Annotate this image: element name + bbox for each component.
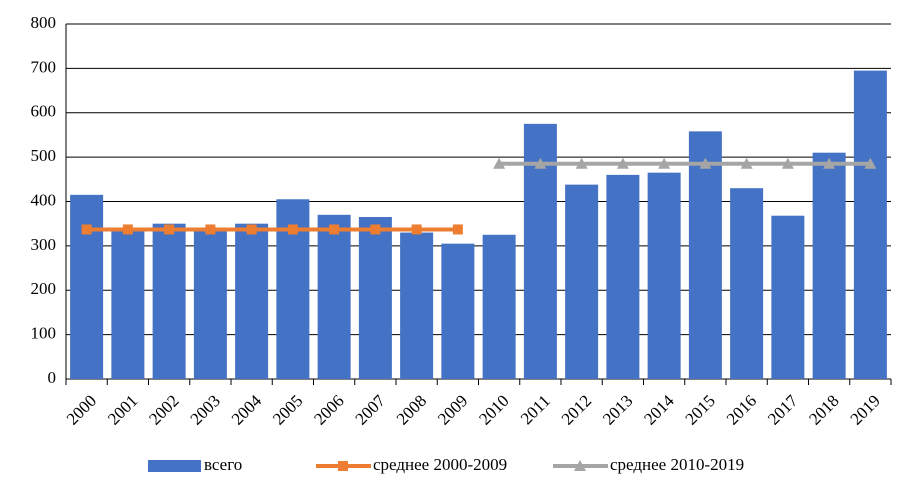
line-marker bbox=[864, 157, 877, 169]
x-tick-label: 2006 bbox=[310, 391, 347, 428]
x-tick-label: 2015 bbox=[681, 391, 718, 428]
bar bbox=[482, 234, 516, 379]
bar bbox=[111, 230, 145, 379]
line-marker bbox=[575, 157, 588, 169]
y-tick-label: 800 bbox=[31, 13, 57, 32]
x-tick-label: 2011 bbox=[517, 391, 554, 428]
line-marker bbox=[411, 224, 422, 235]
line-marker bbox=[370, 224, 381, 235]
bar bbox=[688, 131, 722, 379]
bar bbox=[235, 223, 269, 379]
bar bbox=[400, 232, 434, 379]
x-tick-label: 2009 bbox=[434, 391, 471, 428]
x-tick-label: 2004 bbox=[228, 391, 266, 429]
bar bbox=[358, 217, 392, 379]
x-tick-label: 2014 bbox=[640, 391, 678, 429]
y-tick-label: 300 bbox=[31, 235, 57, 254]
y-tick-label: 700 bbox=[31, 57, 57, 76]
y-tick-label: 600 bbox=[31, 102, 57, 121]
x-tick-label: 2012 bbox=[558, 391, 595, 428]
x-tick-label: 2002 bbox=[145, 391, 182, 428]
bar bbox=[771, 215, 805, 379]
line-marker bbox=[781, 157, 794, 169]
line-marker bbox=[616, 157, 629, 169]
line-marker bbox=[823, 157, 836, 169]
line-marker bbox=[164, 224, 175, 235]
x-tick-label: 2016 bbox=[723, 391, 760, 428]
bar bbox=[70, 194, 104, 379]
x-tick-label: 2007 bbox=[351, 391, 389, 429]
line-marker bbox=[658, 157, 671, 169]
x-tick-label: 2018 bbox=[805, 391, 842, 428]
legend-marker bbox=[574, 460, 586, 471]
bar bbox=[193, 230, 227, 379]
y-tick-label: 400 bbox=[31, 190, 57, 209]
line-marker bbox=[534, 157, 547, 169]
bar bbox=[606, 174, 640, 379]
bar bbox=[730, 188, 764, 379]
bar bbox=[317, 214, 351, 379]
line-marker bbox=[452, 224, 463, 235]
x-tick-label: 2008 bbox=[393, 391, 430, 428]
x-tick-label: 2013 bbox=[599, 391, 636, 428]
line-marker bbox=[740, 157, 753, 169]
bar bbox=[441, 243, 475, 379]
x-tick-label: 2000 bbox=[63, 391, 100, 428]
line-marker bbox=[287, 224, 298, 235]
line-marker bbox=[699, 157, 712, 169]
line-marker bbox=[122, 224, 133, 235]
legend-label: среднее 2000-2009 bbox=[373, 455, 507, 474]
y-tick-label: 100 bbox=[31, 324, 57, 343]
line-marker bbox=[246, 224, 257, 235]
legend-label: всего bbox=[204, 455, 242, 474]
y-tick-label: 0 bbox=[48, 368, 57, 387]
x-tick-label: 2005 bbox=[269, 391, 306, 428]
x-tick-label: 2010 bbox=[475, 391, 512, 428]
bar bbox=[565, 184, 599, 379]
bar bbox=[853, 70, 887, 379]
bar bbox=[152, 223, 186, 379]
y-tick-label: 200 bbox=[31, 279, 57, 298]
line-marker bbox=[205, 224, 216, 235]
x-tick-label: 2017 bbox=[764, 391, 802, 429]
x-tick-label: 2001 bbox=[104, 391, 141, 428]
legend-marker bbox=[338, 461, 348, 471]
line-marker bbox=[329, 224, 340, 235]
bar bbox=[812, 152, 846, 379]
x-tick-label: 2003 bbox=[186, 391, 223, 428]
y-tick-label: 500 bbox=[31, 146, 57, 165]
line-marker bbox=[493, 157, 506, 169]
x-tick-label: 2019 bbox=[846, 391, 883, 428]
legend-label: среднее 2010-2019 bbox=[610, 455, 744, 474]
line-marker bbox=[81, 224, 92, 235]
legend-swatch bbox=[148, 460, 201, 472]
bar bbox=[647, 172, 681, 379]
